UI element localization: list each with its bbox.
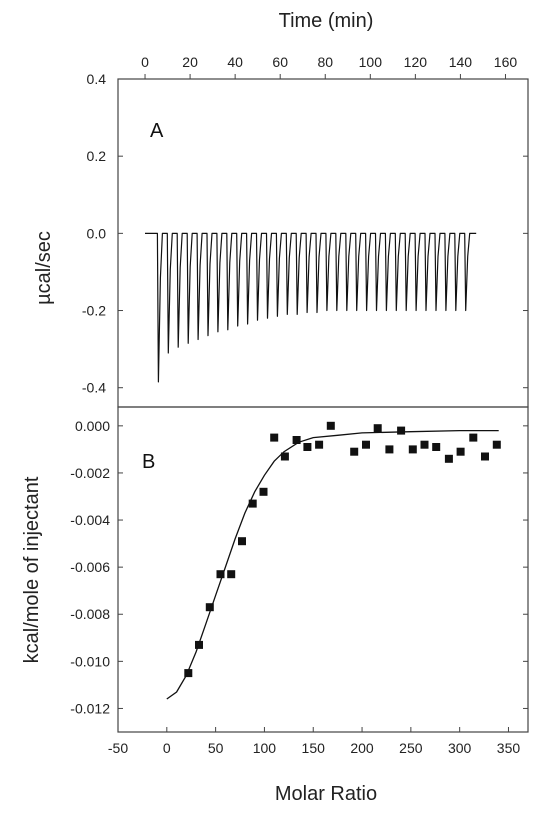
panel-b-x-tick-label: 0	[163, 740, 171, 756]
data-point	[385, 445, 394, 454]
panel-b-y-tick-label: -0.006	[70, 559, 110, 575]
panel-b-x-tick-label: 50	[208, 740, 224, 756]
panel-a-x-tick-label: 80	[317, 54, 333, 70]
data-point	[238, 537, 246, 546]
panel-a-x-ticks: 0 20 40 60 80 100 120 140 160	[141, 54, 517, 79]
panel-b-x-axis-title: Molar Ratio	[275, 783, 377, 805]
data-point	[227, 570, 236, 579]
data-point	[456, 447, 465, 456]
data-point	[350, 447, 359, 456]
data-point	[481, 452, 489, 461]
data-point	[373, 424, 382, 433]
data-point	[292, 436, 301, 444]
data-point	[184, 669, 193, 678]
data-point	[280, 452, 289, 461]
data-point	[326, 421, 335, 430]
panel-a-x-tick-label: 140	[449, 54, 473, 70]
data-point	[408, 445, 417, 454]
panel-b-x-tick-label: 200	[350, 740, 374, 756]
panel-b: B kcal/mole of injectant Molar Ratio -50…	[21, 406, 529, 805]
panel-b-x-tick-label: 150	[302, 740, 326, 756]
panel-b-x-tick-label: 100	[253, 740, 277, 756]
fit-curve	[166, 429, 499, 700]
panel-b-y-ticks: -0.012 -0.010 -0.008 -0.006 -0.004 -0.002 0.00…	[70, 418, 528, 716]
data-point	[397, 426, 406, 435]
panel-b-x-ticks: -50 0 50 100 150 200 250 300 350	[108, 727, 520, 756]
panel-a-y-ticks: -0.4 -0.2 0.0 0.2 0.4	[82, 71, 528, 396]
panel-b-label: B	[142, 451, 155, 473]
panel-b-frame	[117, 406, 529, 733]
data-point	[492, 440, 501, 449]
data-point	[469, 433, 478, 442]
panel-a-y-tick-label: 0.2	[87, 148, 107, 164]
panel-a-x-tick-label: 60	[272, 54, 288, 70]
data-point	[315, 440, 324, 449]
panel-a-y-tick-label: 0.4	[87, 71, 107, 87]
panel-a-frame	[117, 78, 529, 408]
panel-b-x-tick-label: -50	[108, 740, 128, 756]
panel-a-y-tick-label: -0.4	[82, 380, 106, 396]
top-axis-title: Time (min)	[279, 10, 374, 32]
data-point	[420, 440, 429, 449]
panel-b-y-tick-label: -0.004	[70, 512, 110, 528]
data-point	[303, 443, 312, 451]
panel-b-y-tick-label: -0.012	[70, 700, 110, 716]
panel-a-x-tick-label: 100	[359, 54, 383, 70]
panel-b-x-tick-label: 250	[399, 740, 423, 756]
panel-a-x-tick-label: 0	[141, 54, 149, 70]
panel-b-y-tick-label: 0.000	[75, 418, 110, 434]
data-point	[270, 433, 279, 442]
panel-b-x-tick-label: 300	[448, 740, 472, 756]
panel-a-label: A	[150, 120, 164, 142]
panel-b-y-tick-label: -0.002	[70, 465, 110, 481]
panel-b-fit	[166, 429, 499, 700]
panel-a-y-tick-label: -0.2	[82, 303, 106, 319]
panel-a-x-tick-label: 120	[404, 54, 428, 70]
panel-b-y-tick-label: -0.010	[70, 653, 110, 669]
panel-a-x-tick-label: 40	[227, 54, 243, 70]
data-point	[444, 454, 453, 463]
panel-a-x-tick-label: 160	[494, 54, 518, 70]
data-point	[248, 499, 257, 508]
thermogram-line	[145, 232, 477, 383]
panel-b-y-tick-label: -0.008	[70, 606, 110, 622]
data-point	[205, 603, 214, 612]
data-point	[362, 440, 370, 449]
panel-a-x-tick-label: 20	[182, 54, 198, 70]
data-point	[432, 443, 441, 451]
data-point	[259, 487, 268, 496]
panel-a: A µcal/sec 0 20 40 60 80 100 120 140 160 -0.4-0.…	[33, 54, 529, 408]
panel-b-points	[184, 421, 501, 678]
data-point	[216, 570, 225, 579]
data-point	[195, 640, 203, 649]
panel-a-thermogram	[145, 232, 477, 383]
panel-b-y-axis-title: kcal/mole of injectant	[21, 476, 43, 663]
panel-a-y-axis-title: µcal/sec	[33, 231, 55, 305]
panel-b-x-tick-label: 350	[497, 740, 521, 756]
panel-a-y-tick-label: 0.0	[87, 225, 107, 241]
